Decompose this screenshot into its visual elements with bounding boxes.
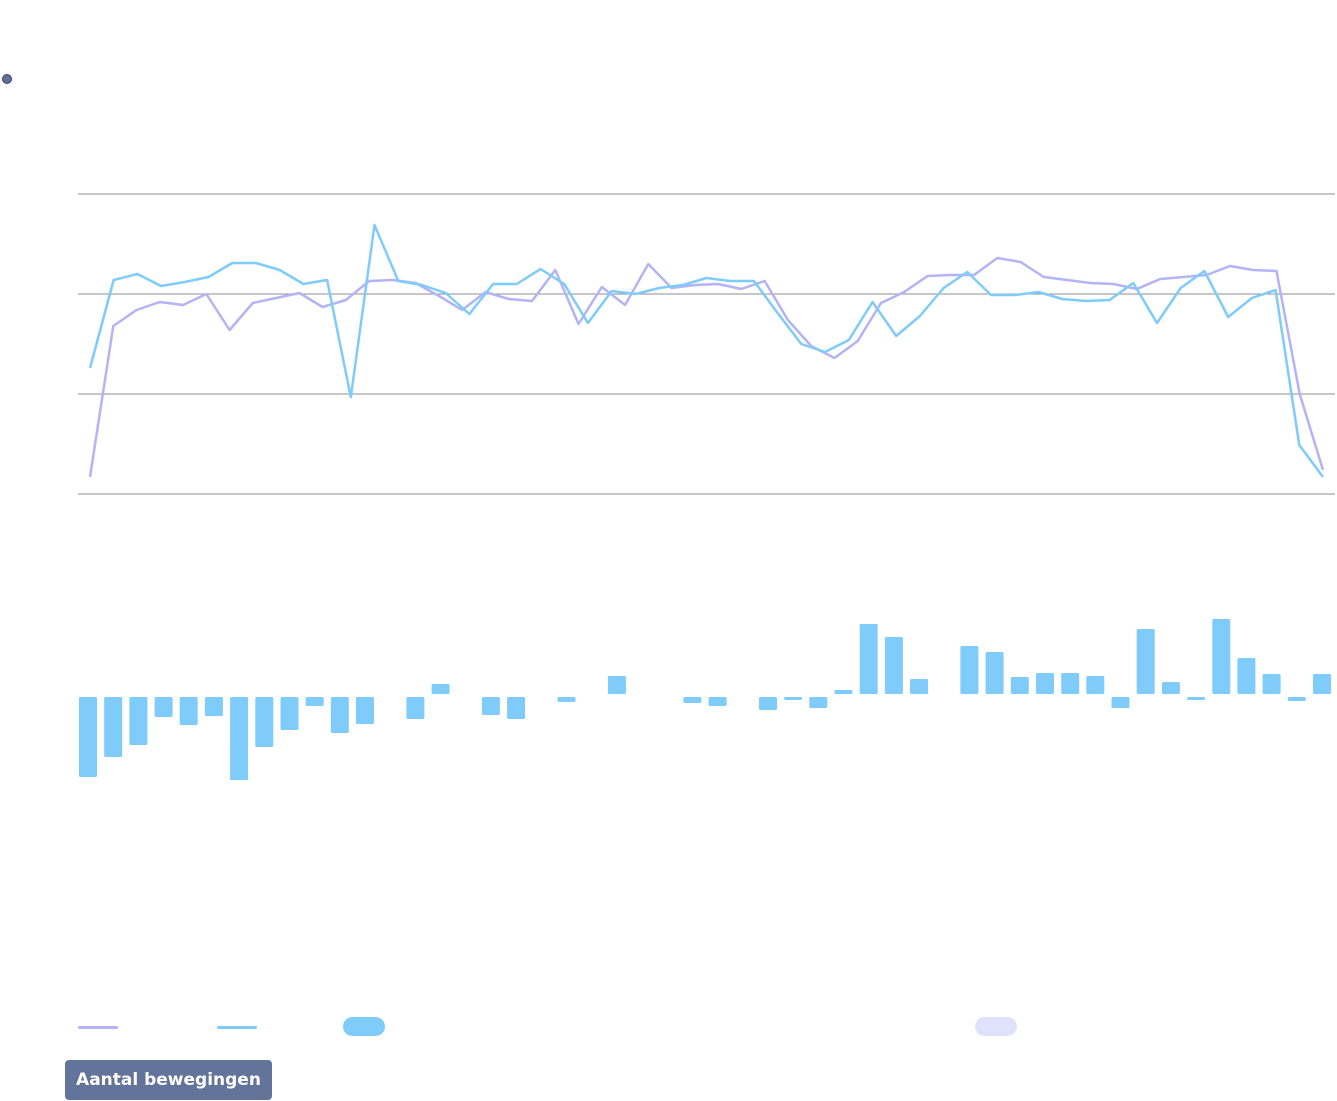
bar-28 [784,697,803,700]
bar-40 [1086,676,1105,694]
legend-swatch-series-b [217,1026,257,1029]
bar-5 [204,697,223,716]
bar-10 [330,697,349,733]
bar-series-group [79,619,1331,780]
bar-45 [1212,619,1231,694]
bar-21 [607,676,626,694]
bar-44 [1187,697,1206,700]
bar-41 [1111,697,1130,708]
bar-35 [960,646,979,694]
bar-36 [985,652,1004,694]
bar-14 [431,684,450,694]
line-series-group [88,223,1325,478]
bar-7 [255,697,274,747]
bar-31 [859,624,878,694]
bar-9 [305,697,324,706]
bar-6 [230,697,249,780]
bar-49 [1313,674,1331,694]
bar-25 [708,697,727,706]
bar-43 [1161,682,1180,694]
movements-button[interactable]: Aantal bewegingen [65,1060,272,1100]
bar-2 [129,697,148,745]
legend-swatch-series-a [78,1026,118,1029]
gridlines [78,193,1335,495]
status-dot [2,74,12,84]
legend-swatch-secondary [975,1017,1017,1036]
bar-1 [104,697,123,757]
bar-13 [406,697,425,719]
line-series-2 [88,223,1325,478]
bar-30 [834,690,853,694]
legend-swatch-bars [343,1017,385,1036]
bar-4 [179,697,198,725]
bar-19 [557,697,576,702]
bar-32 [884,637,903,694]
bar-8 [280,697,299,730]
bar-27 [759,697,777,710]
bar-42 [1136,629,1155,694]
bar-37 [1010,677,1029,694]
chart-legend [78,1016,1328,1038]
bar-11 [356,697,374,724]
bar-39 [1061,673,1080,694]
bar-38 [1036,673,1054,694]
bar-29 [809,697,828,708]
bar-17 [507,697,526,719]
bar-47 [1262,674,1281,694]
bar-24 [683,697,702,703]
bar-3 [154,697,173,717]
bar-33 [910,679,929,694]
bar-46 [1237,658,1256,694]
bar-16 [481,697,500,715]
bar-0 [79,697,97,777]
line-series-1 [88,256,1325,478]
bar-48 [1287,697,1306,701]
